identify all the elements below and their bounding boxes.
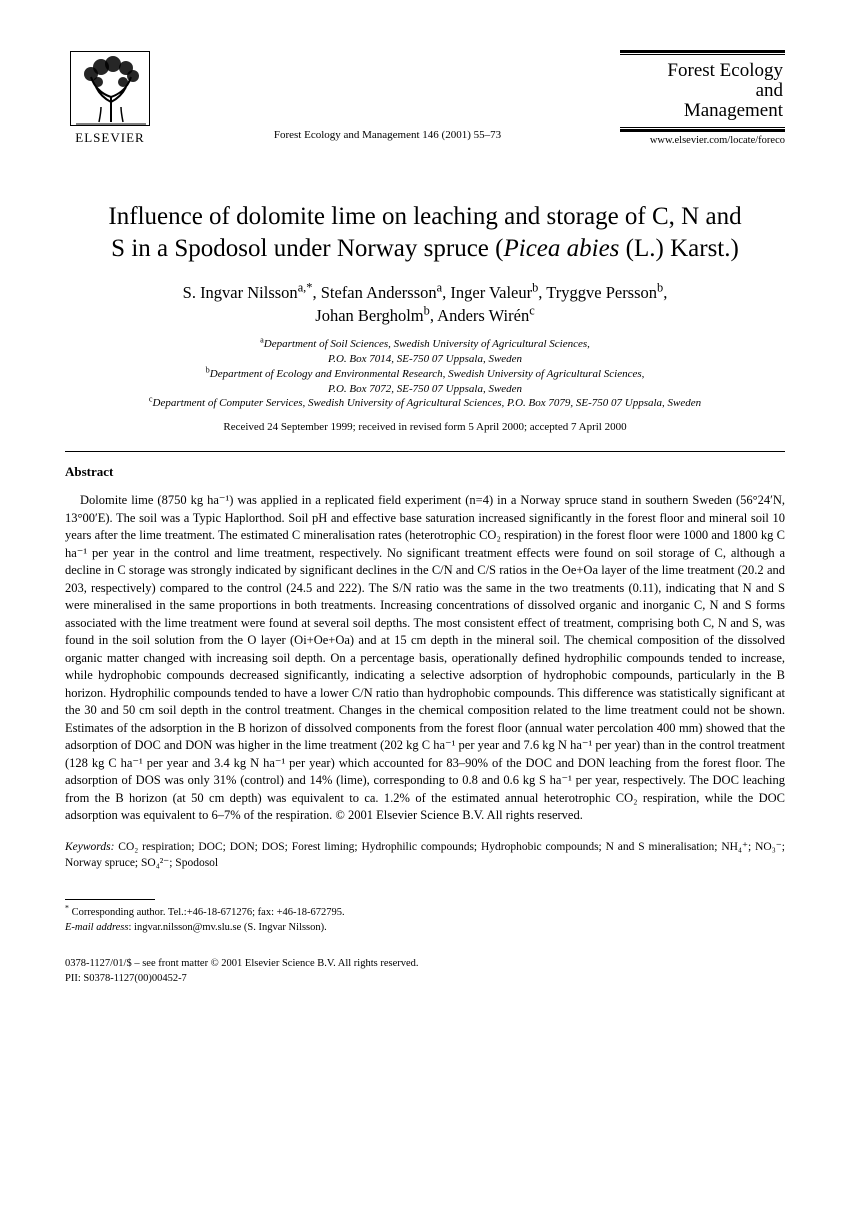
corresponding-author-footnote: * Corresponding author. Tel.:+46-18-6712…	[65, 906, 785, 935]
keywords-text: CO₂ respiration; DOC; DON; DOS; Forest l…	[65, 841, 785, 869]
journal-name-l1: Forest Ecology	[667, 60, 783, 81]
affiliations: aDepartment of Soil Sciences, Swedish Un…	[65, 337, 785, 411]
keywords-label: Keywords:	[65, 841, 114, 853]
footer: 0378-1127/01/$ – see front matter © 2001…	[65, 957, 785, 986]
publisher-label: ELSEVIER	[75, 130, 144, 146]
footnote-divider	[65, 899, 155, 900]
authors: S. Ingvar Nilssona,*, Stefan Anderssona,…	[65, 281, 785, 327]
elsevier-tree-icon	[70, 51, 150, 126]
journal-name-l2: and	[756, 80, 783, 101]
header-row: ELSEVIER Forest Ecology and Management 1…	[65, 50, 785, 146]
journal-title-box: Forest Ecology and Management www.elsevi…	[620, 50, 785, 146]
abstract-body: Dolomite lime (8750 kg ha⁻¹) was applied…	[65, 492, 785, 825]
journal-url: www.elsevier.com/locate/foreco	[620, 135, 785, 146]
publisher-logo-block: ELSEVIER	[65, 51, 155, 146]
article-dates: Received 24 September 1999; received in …	[65, 421, 785, 433]
journal-reference: Forest Ecology and Management 146 (2001)…	[155, 129, 620, 146]
keywords-block: Keywords: CO₂ respiration; DOC; DON; DOS…	[65, 839, 785, 871]
abstract-heading: Abstract	[65, 464, 785, 480]
journal-name-l3: Management	[684, 100, 783, 121]
divider	[65, 451, 785, 452]
article-title: Influence of dolomite lime on leaching a…	[65, 201, 785, 266]
